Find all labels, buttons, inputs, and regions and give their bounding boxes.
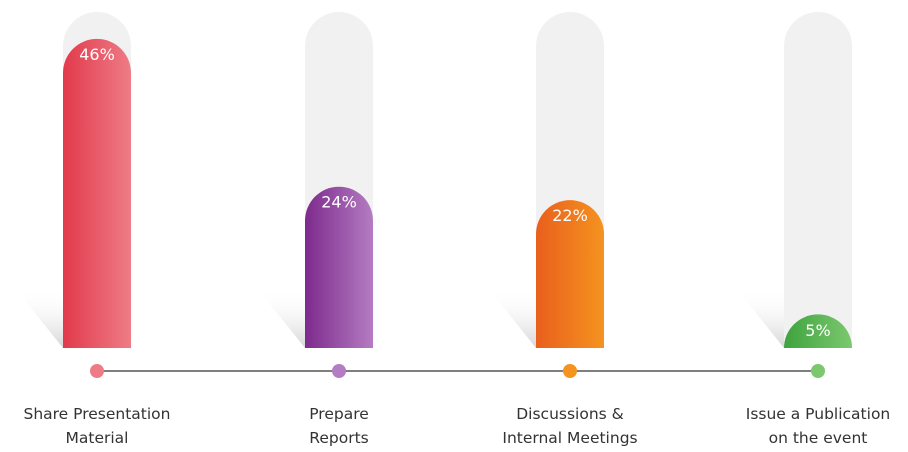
timeline-dot <box>563 364 577 378</box>
timeline-dot <box>811 364 825 378</box>
bar-shadows <box>15 288 784 348</box>
bar-3 <box>784 314 852 348</box>
bar-shadow <box>488 288 536 348</box>
bar-1 <box>305 186 373 348</box>
bar-shadow <box>257 288 305 348</box>
category-label: Discussions & Internal Meetings <box>502 405 637 447</box>
bar-value-label: 46% <box>79 45 115 64</box>
bars: 46% 24% 22% 5% <box>63 38 852 348</box>
bar-value-label: 5% <box>805 321 830 340</box>
category-label: Issue a Publication on the event <box>746 405 891 447</box>
timeline-dot <box>90 364 104 378</box>
bar-value-label: 22% <box>552 206 588 225</box>
bar-value-label: 24% <box>321 193 357 212</box>
bar-shadow <box>736 288 784 348</box>
bar-2 <box>536 200 604 348</box>
bar-shadow <box>15 288 63 348</box>
category-label: Prepare Reports <box>309 405 369 447</box>
category-labels: Share Presentation Material Prepare Reports… <box>23 405 890 447</box>
bar-tracks <box>63 12 852 348</box>
timeline-dot <box>332 364 346 378</box>
bar-0 <box>63 38 131 348</box>
category-label: Share Presentation Material <box>23 405 170 447</box>
bar-track <box>784 12 852 348</box>
timeline <box>90 364 825 378</box>
